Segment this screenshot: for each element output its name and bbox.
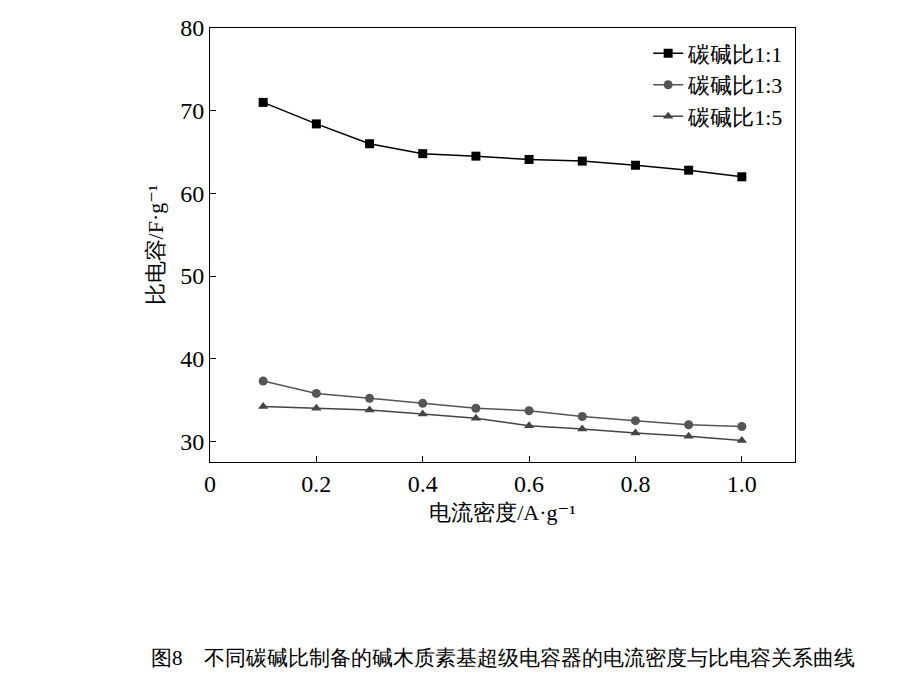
svg-text:0.6: 0.6 (514, 471, 544, 497)
svg-text:碳碱比1:1: 碳碱比1:1 (687, 42, 782, 67)
svg-text:60: 60 (180, 181, 204, 207)
svg-text:碳碱比1:3: 碳碱比1:3 (687, 73, 782, 98)
svg-text:50: 50 (180, 263, 204, 289)
svg-text:30: 30 (180, 429, 204, 455)
svg-text:电流密度/A·g⁻¹: 电流密度/A·g⁻¹ (429, 500, 576, 525)
svg-text:70: 70 (180, 98, 204, 124)
svg-text:碳碱比1:5: 碳碱比1:5 (687, 105, 782, 130)
svg-text:0.8: 0.8 (620, 471, 650, 497)
svg-text:0: 0 (204, 471, 216, 497)
svg-text:80: 80 (180, 15, 204, 41)
svg-text:比电容/F·g⁻¹: 比电容/F·g⁻¹ (143, 185, 168, 306)
svg-text:40: 40 (180, 346, 204, 372)
svg-text:图8 不同碳碱比制备的碱木质素基超级电容器的电流密度与比电容: 图8 不同碳碱比制备的碱木质素基超级电容器的电流密度与比电容关系曲线 (151, 646, 855, 670)
svg-text:0.4: 0.4 (408, 471, 438, 497)
svg-text:1.0: 1.0 (727, 471, 757, 497)
svg-text:0.2: 0.2 (301, 471, 331, 497)
